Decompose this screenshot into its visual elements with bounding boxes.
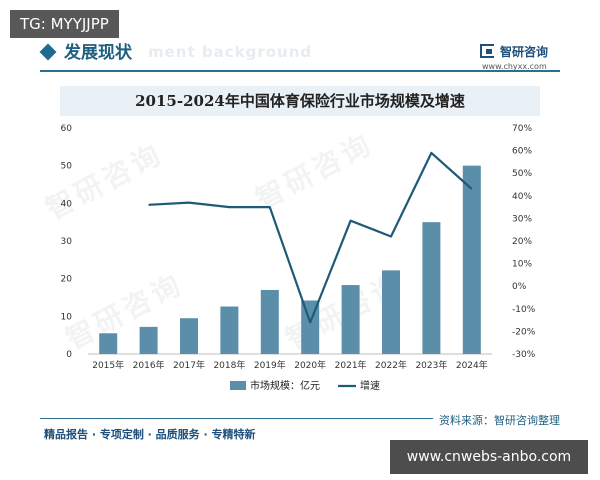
x-tick-label: 2015年 bbox=[92, 359, 124, 371]
bar bbox=[341, 285, 360, 354]
bar bbox=[462, 165, 481, 354]
header-watermark: ment background bbox=[148, 43, 313, 61]
y-right-tick-label: 30% bbox=[512, 214, 532, 224]
y-right-tick-label: 10% bbox=[512, 260, 532, 270]
legend-bar-swatch bbox=[230, 381, 246, 390]
chart-title-box: 2015-2024年中国体育保险行业市场规模及增速 bbox=[60, 86, 540, 116]
x-tick-label: 2023年 bbox=[415, 359, 447, 371]
top-tag: TG: MYYJJPP bbox=[10, 10, 119, 38]
bar bbox=[139, 326, 158, 354]
logo-mark-icon bbox=[480, 44, 494, 58]
x-tick-label: 2018年 bbox=[213, 359, 245, 371]
y-left-tick-label: 0 bbox=[66, 350, 72, 360]
bar bbox=[180, 318, 198, 354]
y-right-tick-label: 50% bbox=[512, 169, 532, 179]
y-left-tick-label: 30 bbox=[61, 237, 73, 247]
source-note: 资料来源：智研咨询整理 bbox=[433, 412, 560, 428]
x-tick-label: 2016年 bbox=[133, 359, 165, 371]
x-tick-label: 2017年 bbox=[173, 359, 205, 371]
x-tick-label: 2022年 bbox=[375, 359, 407, 371]
legend-bar-label: 市场规模：亿元 bbox=[250, 379, 320, 392]
bottom-credit: www.cnwebs-anbo.com bbox=[390, 440, 588, 474]
chart-title: 2015-2024年中国体育保险行业市场规模及增速 bbox=[135, 92, 465, 110]
growth-rate-line bbox=[148, 151, 473, 324]
y-right-tick-label: 20% bbox=[512, 237, 532, 247]
bar bbox=[422, 222, 441, 354]
bar bbox=[220, 306, 239, 354]
chart-canvas: 0 10 20 30 40 50 60 -30% -20% -10% 0% 10% 20% 30% 40% 5… bbox=[61, 124, 536, 392]
footer-tagline: 精品报告 · 专项定制 · 品质服务 · 专精特新 bbox=[44, 428, 256, 441]
y-right-tick-label: 40% bbox=[512, 192, 532, 202]
bar bbox=[260, 289, 279, 354]
x-tick-label: 2021年 bbox=[335, 359, 367, 371]
y-right-tick-label: -30% bbox=[512, 350, 536, 360]
logo-url: www.chyxx.com bbox=[482, 62, 547, 71]
y-right-tick-label: 0% bbox=[512, 282, 527, 292]
header-divider bbox=[40, 70, 560, 72]
y-left-tick-label: 60 bbox=[61, 124, 73, 134]
y-right-tick-label: -20% bbox=[512, 327, 536, 337]
y-right-tick-label: 60% bbox=[512, 147, 532, 157]
y-right-tick-label: 70% bbox=[512, 124, 532, 134]
y-left-tick-label: 40 bbox=[61, 199, 73, 209]
bar bbox=[382, 270, 400, 354]
y-left-tick-label: 10 bbox=[61, 312, 73, 322]
y-left-tick-label: 50 bbox=[61, 162, 73, 172]
section-title: 发展现状 bbox=[64, 43, 132, 63]
x-tick-label: 2020年 bbox=[294, 359, 326, 371]
logo-name: 智研咨询 bbox=[500, 45, 549, 59]
legend-line-label: 增速 bbox=[360, 379, 380, 392]
y-right-tick-label: -10% bbox=[512, 305, 536, 315]
source-divider bbox=[40, 418, 560, 419]
bar bbox=[99, 333, 118, 354]
x-tick-label: 2024年 bbox=[456, 359, 488, 371]
y-left-tick-label: 20 bbox=[61, 275, 73, 285]
x-tick-label: 2019年 bbox=[254, 359, 286, 371]
